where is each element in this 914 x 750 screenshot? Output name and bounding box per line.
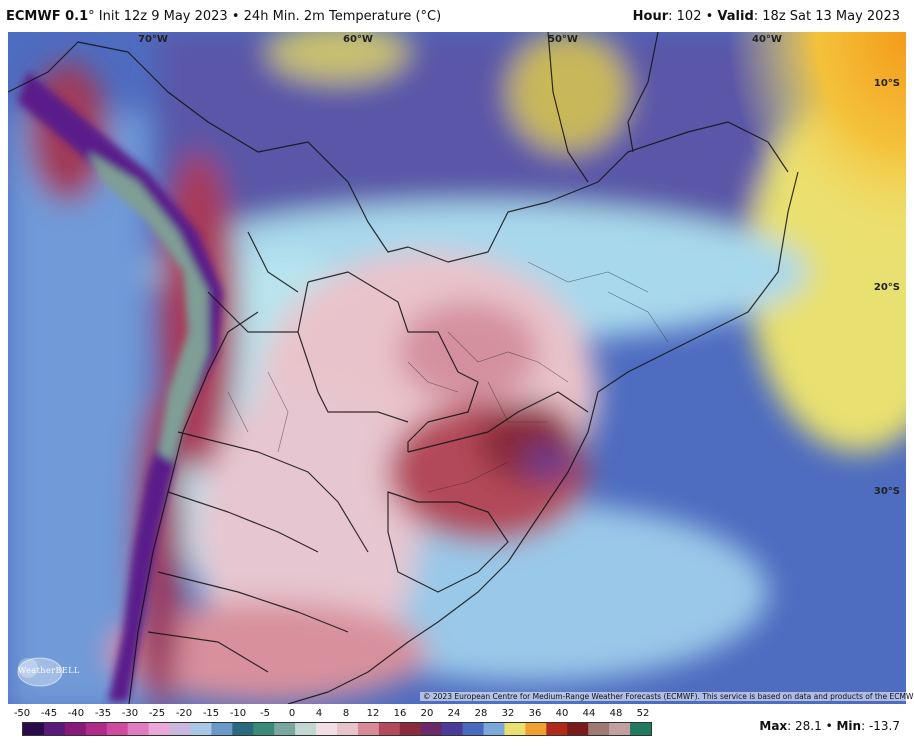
init-time: Init 12z 9 May 2023 xyxy=(98,9,228,24)
color-swatch xyxy=(190,723,212,735)
separator-bullet-3: • xyxy=(825,719,833,733)
color-swatch xyxy=(420,723,443,735)
hour-label: Hour xyxy=(632,9,669,24)
color-swatch xyxy=(106,723,129,735)
legend-tick: 40 xyxy=(555,708,569,719)
header: ECMWF 0.1° Init 12z 9 May 2023 • 24h Min… xyxy=(0,0,914,32)
longitude-label-50w: 50°W xyxy=(548,34,578,45)
legend-tick: 44 xyxy=(582,708,596,719)
color-scale-swatches xyxy=(23,723,651,735)
color-swatch xyxy=(337,723,359,735)
model-name: ECMWF 0.1 xyxy=(6,9,89,24)
valid-value: : 18z Sat 13 May 2023 xyxy=(753,9,900,24)
temperature-map[interactable] xyxy=(8,32,906,704)
separator-bullet: • xyxy=(231,9,240,24)
min-label: Min xyxy=(836,719,862,733)
color-swatch xyxy=(504,723,526,735)
color-swatch xyxy=(23,723,45,735)
legend-tick: -45 xyxy=(40,708,58,719)
color-swatch xyxy=(525,723,547,735)
color-swatch xyxy=(630,723,651,735)
legend-tick: -40 xyxy=(67,708,85,719)
legend-tick: -5 xyxy=(260,708,270,719)
longitude-label-60w: 60°W xyxy=(343,34,373,45)
degree-symbol: ° xyxy=(88,9,95,24)
separator-bullet-2: • xyxy=(705,9,714,24)
color-swatch xyxy=(357,723,380,735)
valid-time: Hour: 102 • Valid: 18z Sat 13 May 2023 xyxy=(633,9,900,24)
longitude-label-40w: 40°W xyxy=(752,34,782,45)
color-swatch xyxy=(378,723,401,735)
legend-tick: 8 xyxy=(342,708,350,719)
product-name: 24h Min. 2m Temperature (°C) xyxy=(243,9,442,24)
max-label: Max xyxy=(759,719,788,733)
legend-tick: -25 xyxy=(148,708,166,719)
min-value: : -13.7 xyxy=(861,719,900,733)
legend-tick: 52 xyxy=(636,708,650,719)
legend-tick: -20 xyxy=(175,708,193,719)
color-swatch xyxy=(462,723,485,735)
color-swatch xyxy=(85,723,108,735)
temperature-color-scale xyxy=(22,722,652,736)
legend-tick: 28 xyxy=(474,708,488,719)
legend-tick: 4 xyxy=(315,708,323,719)
latitude-label-10s: 10°S xyxy=(873,78,900,89)
color-swatch xyxy=(483,723,505,735)
color-swatch xyxy=(274,723,296,735)
valid-label: Valid xyxy=(717,9,754,24)
hour-value: : 102 xyxy=(668,9,702,24)
color-swatch xyxy=(546,723,568,735)
legend-tick: 24 xyxy=(447,708,461,719)
weatherbell-logo xyxy=(17,657,63,687)
legend-tick: 36 xyxy=(528,708,542,719)
legend-tick: -10 xyxy=(229,708,247,719)
latitude-label-20s: 20°S xyxy=(873,282,900,293)
color-swatch xyxy=(64,723,87,735)
legend-tick: 48 xyxy=(609,708,623,719)
color-swatch xyxy=(169,723,191,735)
max-value: : 28.1 xyxy=(787,719,822,733)
legend-tick: -15 xyxy=(202,708,220,719)
ecmwf-copyright: © 2023 European Centre for Medium-Range … xyxy=(420,692,914,701)
map-title: ECMWF 0.1° Init 12z 9 May 2023 • 24h Min… xyxy=(6,9,441,24)
latitude-label-30s: 30°S xyxy=(873,486,900,497)
max-min-readout: Max: 28.1 • Min: -13.7 xyxy=(759,719,900,733)
legend-tick: 32 xyxy=(501,708,515,719)
color-swatch xyxy=(588,723,610,735)
color-swatch xyxy=(127,723,150,735)
color-swatch xyxy=(253,723,275,735)
longitude-label-70w: 70°W xyxy=(138,34,168,45)
legend-tick: -35 xyxy=(94,708,112,719)
color-swatch xyxy=(148,723,171,735)
color-swatch xyxy=(295,723,317,735)
legend-tick-labels: -50 -45 -40 -35 -30 -25 -20 -15 -10 -5 0… xyxy=(14,708,654,720)
legend-tick: 0 xyxy=(288,708,296,719)
color-swatch xyxy=(441,723,464,735)
color-swatch xyxy=(316,723,338,735)
color-swatch xyxy=(609,723,631,735)
weatherbell-logo-text: WeatherBELL xyxy=(18,666,80,675)
legend-tick: 16 xyxy=(393,708,407,719)
legend-tick: 12 xyxy=(366,708,380,719)
color-swatch xyxy=(567,723,589,735)
legend-tick: -50 xyxy=(13,708,31,719)
legend-tick: 20 xyxy=(420,708,434,719)
color-swatch xyxy=(43,723,66,735)
legend-tick: -30 xyxy=(121,708,139,719)
color-swatch xyxy=(211,723,233,735)
color-swatch xyxy=(232,723,254,735)
color-swatch xyxy=(399,723,422,735)
